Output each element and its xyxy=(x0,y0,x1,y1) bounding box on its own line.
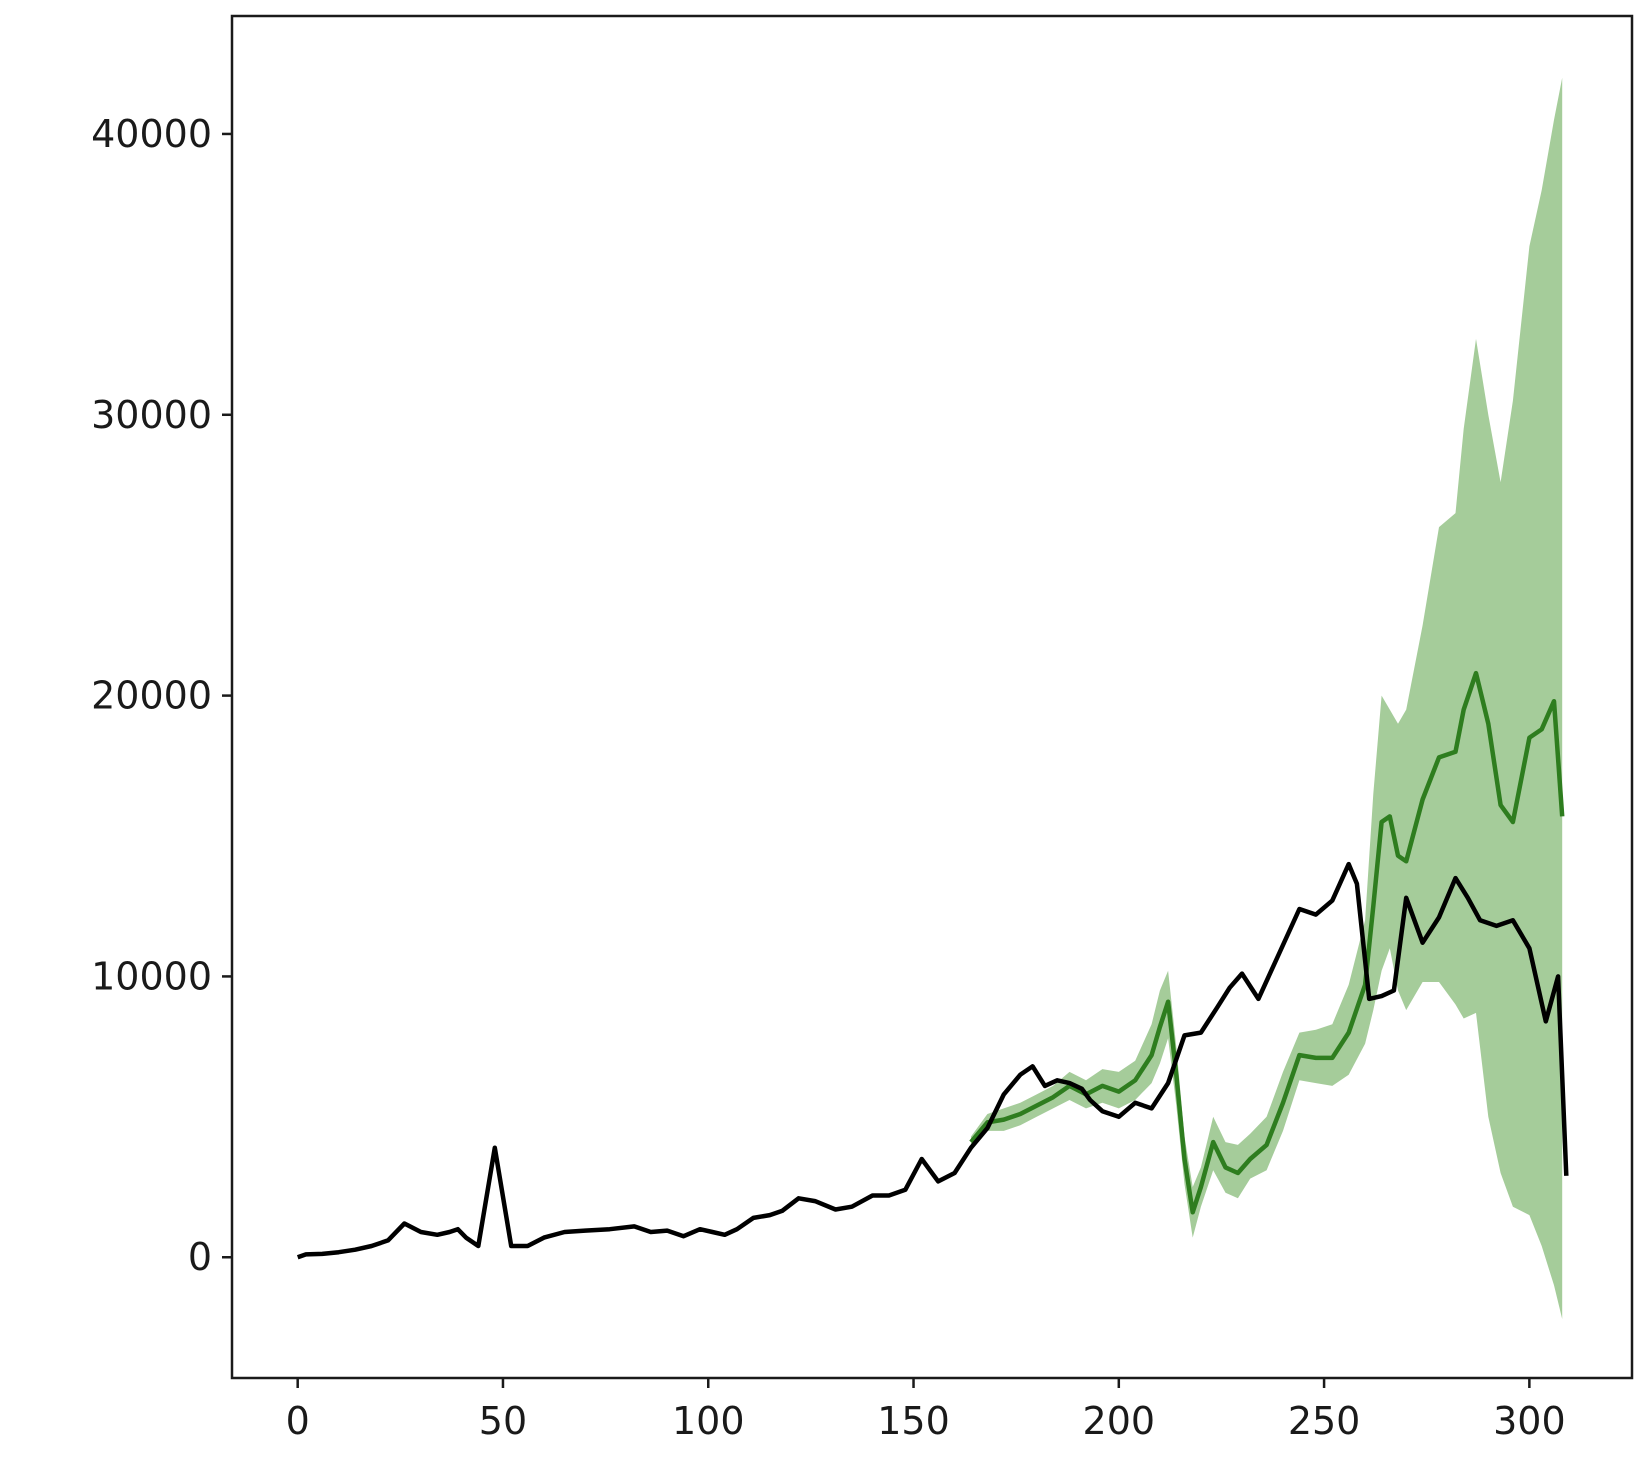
confidence-band-layer xyxy=(971,77,1563,1319)
x-tick-label: 0 xyxy=(286,1399,310,1443)
actual-series-line xyxy=(296,861,1569,1260)
y-tick-label: 10000 xyxy=(91,954,212,998)
forecast-confidence-band xyxy=(971,77,1563,1319)
y-tick-label: 30000 xyxy=(91,393,212,437)
y-axis-ticks: 0 10000 20000 30000 40000 xyxy=(91,112,232,1279)
y-tick-label: 20000 xyxy=(91,674,212,718)
x-tick-label: 100 xyxy=(672,1399,745,1443)
x-tick-label: 50 xyxy=(479,1399,527,1443)
plot-frame xyxy=(230,14,1634,1380)
x-tick-label: 250 xyxy=(1288,1399,1361,1443)
series-line-layer xyxy=(296,670,1569,1260)
x-axis-ticks: 0 50 100 150 200 250 300 xyxy=(286,1378,1566,1443)
y-tick-label: 40000 xyxy=(91,112,212,156)
x-tick-label: 300 xyxy=(1493,1399,1566,1443)
forecast-series-line xyxy=(969,670,1565,1215)
y-tick-label: 0 xyxy=(188,1235,212,1279)
x-tick-label: 150 xyxy=(877,1399,950,1443)
x-tick-label: 200 xyxy=(1083,1399,1156,1443)
